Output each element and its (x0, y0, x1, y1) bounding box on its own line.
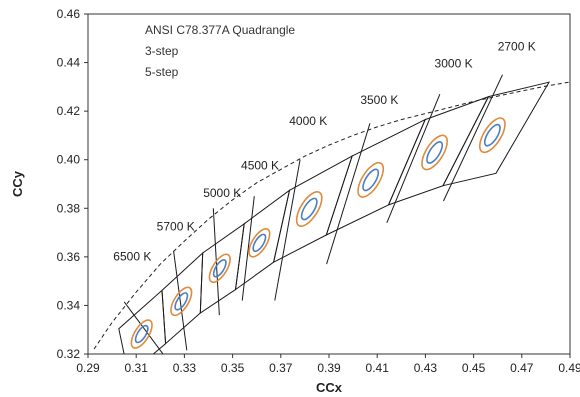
ellipse-5-step-5700k (170, 286, 193, 317)
x-tick-label: 0.41 (366, 361, 390, 375)
y-tick-label: 0.46 (57, 7, 81, 21)
cct-label-3000k: 3000 K (435, 56, 473, 70)
x-tick-label: 0.45 (462, 361, 486, 375)
ellipse-3-step-5700k (174, 292, 189, 311)
ellipse-3-step-3000k (426, 141, 444, 164)
cct-label-5000k: 5000 K (203, 186, 241, 200)
isotemp-line-4000k (274, 159, 301, 301)
cct-label-2700k: 2700 K (498, 39, 536, 53)
x-tick-label: 0.37 (269, 361, 293, 375)
y-tick-label: 0.34 (57, 298, 81, 312)
ellipse-5-step-2700k (478, 117, 506, 154)
planckian-locus (93, 81, 570, 350)
y-tick-label: 0.36 (57, 250, 81, 264)
ellipse-5-step-4000k (295, 191, 323, 227)
y-tick-label: 0.40 (57, 153, 81, 167)
cct-label-4000k: 4000 K (289, 114, 327, 128)
ellipse-5-step-4500k (248, 228, 271, 258)
quadrangle-2700k (442, 81, 551, 187)
legend-3-step: 3-step (145, 44, 179, 58)
ellipse-3-step-4500k (252, 233, 267, 253)
ellipse-5-step-6500k (130, 319, 153, 349)
x-tick-label: 0.35 (221, 361, 245, 375)
isotemp-line-2700k (443, 74, 503, 202)
x-axis: 0.29 0.31 0.33 0.35 0.37 0.39 0.41 0.43 0.45 0.47… (76, 354, 580, 375)
cct-label-6500k: 6500 K (113, 249, 151, 263)
x-tick-label: 0.43 (414, 361, 438, 375)
ellipse-3-step-2700k (483, 123, 501, 147)
x-tick-label: 0.47 (510, 361, 534, 375)
legend-5-step: 5-step (145, 65, 179, 79)
ellipse-5-step-3000k (421, 134, 449, 171)
y-axis-title: CCy (10, 170, 25, 197)
ellipse-5-step-5000k (208, 253, 231, 284)
cct-label-4500k: 4500 K (241, 158, 279, 172)
ellipse-3-step-5000k (212, 259, 227, 278)
y-axis: 0.32 0.34 0.36 0.38 0.40 0.42 0.44 0.46 (57, 7, 88, 361)
x-tick-label: 0.31 (125, 361, 149, 375)
isotemp-line-5700k (173, 250, 188, 351)
x-tick-label: 0.39 (317, 361, 341, 375)
macadam-ellipses (130, 117, 506, 349)
legend: ANSI C78.377A Quadrangle 3-step 5-step (145, 23, 295, 79)
isotemp-line-3000k (386, 93, 441, 224)
cct-label-5700k: 5700 K (157, 219, 195, 233)
ellipse-3-step-3500k (362, 168, 380, 192)
isotemp-line-4500k (241, 196, 255, 301)
y-tick-label: 0.44 (57, 56, 81, 70)
x-tick-label: 0.33 (173, 361, 197, 375)
quadrangles (118, 81, 551, 354)
x-tick-label: 0.29 (76, 361, 100, 375)
cct-label-3500k: 3500 K (360, 93, 398, 107)
y-tick-label: 0.32 (57, 347, 81, 361)
y-tick-label: 0.42 (57, 104, 81, 118)
ellipse-3-step-4000k (300, 197, 318, 221)
isotemp-line-3500k (326, 123, 371, 265)
x-tick-label: 0.49 (558, 361, 580, 375)
plot-frame (87, 13, 571, 355)
ellipse-5-step-3500k (357, 161, 385, 198)
y-tick-label: 0.38 (57, 201, 81, 215)
x-axis-title: CCx (316, 380, 343, 395)
ellipse-3-step-6500k (134, 324, 149, 344)
isotemp-line-6500k (123, 301, 164, 354)
legend-quadrangle: ANSI C78.377A Quadrangle (145, 23, 295, 37)
